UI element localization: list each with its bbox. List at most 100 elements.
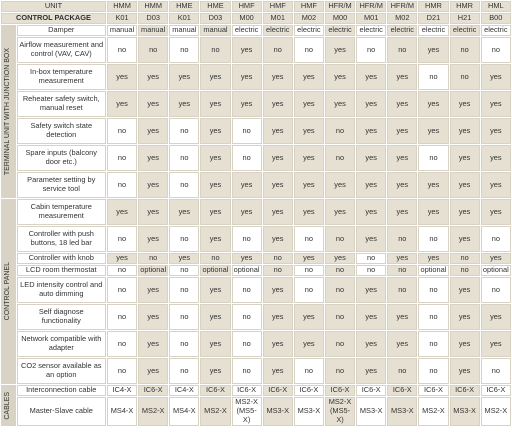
cell-value: yes bbox=[106, 199, 138, 225]
cell-value: no bbox=[324, 226, 356, 252]
cell-value: MS2-X bbox=[138, 397, 169, 426]
table-row: Controller with push buttons, 18 led bar… bbox=[1, 226, 511, 252]
cell-value: no bbox=[324, 277, 356, 303]
cell-value: yes bbox=[324, 91, 356, 117]
cell-value: electric bbox=[480, 25, 511, 36]
cell-value: yes bbox=[231, 199, 262, 225]
cell-value: no bbox=[231, 226, 262, 252]
cell-value: yes bbox=[138, 358, 169, 384]
cell-value: no bbox=[293, 358, 324, 384]
cell-value: yes bbox=[262, 226, 293, 252]
cell-value: manual bbox=[106, 25, 138, 36]
cell-value: yes bbox=[169, 199, 200, 225]
cell-value: yes bbox=[356, 358, 387, 384]
cell-value: MS2-X (MS5-X) bbox=[324, 397, 356, 426]
cell-value: yes bbox=[387, 172, 418, 198]
unit-name: HME bbox=[200, 1, 231, 12]
cell-value: yes bbox=[200, 304, 231, 330]
package-code: K01 bbox=[106, 13, 138, 24]
cell-value: optional bbox=[231, 265, 262, 276]
cell-value: no bbox=[324, 118, 356, 144]
row-label: In-box temperature measurement bbox=[16, 64, 106, 90]
cell-value: IC6-X bbox=[262, 385, 293, 396]
cell-value: yes bbox=[418, 253, 449, 264]
cell-value: yes bbox=[262, 331, 293, 357]
cell-value: no bbox=[387, 358, 418, 384]
cell-value: no bbox=[231, 358, 262, 384]
cell-value: yes bbox=[356, 277, 387, 303]
cell-value: no bbox=[262, 265, 293, 276]
cell-value: no bbox=[324, 265, 356, 276]
cell-value: no bbox=[200, 37, 231, 63]
cell-value: no bbox=[293, 277, 324, 303]
cell-value: no bbox=[480, 226, 511, 252]
cell-value: no bbox=[387, 277, 418, 303]
cell-value: no bbox=[106, 358, 138, 384]
table-row: Safety switch state detection no yes no yes n… bbox=[1, 118, 511, 144]
row-label: Damper bbox=[16, 25, 106, 36]
cell-value: no bbox=[169, 265, 200, 276]
cell-value: no bbox=[293, 226, 324, 252]
table-row: Parameter setting by service tool no yes no… bbox=[1, 172, 511, 198]
table-row: TERMINAL UNIT WITH JUNCTION BOX Damper man… bbox=[1, 25, 511, 198]
row-label: Controller with knob bbox=[16, 253, 106, 264]
cell-value: yes bbox=[262, 358, 293, 384]
row-label: Reheater safety switch, manual reset bbox=[16, 91, 106, 117]
cell-value: yes bbox=[387, 91, 418, 117]
table-row: CONTROL PANEL Cabin temperature measureme… bbox=[1, 199, 511, 384]
cell-value: MS3-X bbox=[262, 397, 293, 426]
cell-value: no bbox=[231, 277, 262, 303]
cell-value: yes bbox=[293, 91, 324, 117]
package-code: D21 bbox=[418, 13, 449, 24]
cell-value: yes bbox=[356, 304, 387, 330]
cell-value: IC6-X bbox=[138, 385, 169, 396]
cell-value: MS2-X bbox=[480, 397, 511, 426]
cell-value: yes bbox=[418, 37, 449, 63]
cell-value: yes bbox=[262, 118, 293, 144]
unit-label: UNIT bbox=[1, 1, 106, 12]
cell-value: IC6-X bbox=[480, 385, 511, 396]
cell-value: yes bbox=[480, 331, 511, 357]
cell-value: yes bbox=[138, 172, 169, 198]
cell-value: no bbox=[106, 277, 138, 303]
cell-value: yes bbox=[138, 331, 169, 357]
cell-value: yes bbox=[480, 172, 511, 198]
cell-value: IC6-X bbox=[418, 385, 449, 396]
cell-value: IC6-X bbox=[356, 385, 387, 396]
cell-value: no bbox=[169, 118, 200, 144]
cell-value: no bbox=[231, 118, 262, 144]
cell-value: electric bbox=[418, 25, 449, 36]
cell-value: manual bbox=[169, 25, 200, 36]
cell-value: yes bbox=[324, 253, 356, 264]
cell-value: no bbox=[293, 265, 324, 276]
row-label: CO2 sensor available as an option bbox=[16, 358, 106, 384]
table-row: CABLES Interconnection cable IC4-X IC6-X IC4… bbox=[1, 385, 511, 426]
cell-value: yes bbox=[387, 118, 418, 144]
row-label: Parameter setting by service tool bbox=[16, 172, 106, 198]
unit-name: HMM bbox=[106, 1, 138, 12]
cell-value: no bbox=[138, 37, 169, 63]
cell-value: yes bbox=[200, 226, 231, 252]
cell-value: no bbox=[231, 331, 262, 357]
cell-value: yes bbox=[138, 91, 169, 117]
cell-value: IC6-X bbox=[293, 385, 324, 396]
cell-value: no bbox=[356, 253, 387, 264]
cell-value: yes bbox=[262, 277, 293, 303]
cell-value: yes bbox=[356, 199, 387, 225]
cell-value: yes bbox=[231, 37, 262, 63]
unit-name: HFR/M bbox=[387, 1, 418, 12]
cell-value: no bbox=[106, 37, 138, 63]
cell-value: yes bbox=[200, 199, 231, 225]
cell-value: yes bbox=[262, 145, 293, 171]
package-row: CONTROL PACKAGE K01 D03 K01 D03 M00 M01 M02 M00 M… bbox=[1, 13, 511, 24]
cell-value: no bbox=[169, 331, 200, 357]
cell-value: yes bbox=[262, 304, 293, 330]
package-code: M00 bbox=[324, 13, 356, 24]
cell-value: no bbox=[418, 277, 449, 303]
cell-value: no bbox=[106, 226, 138, 252]
cell-value: yes bbox=[200, 172, 231, 198]
cell-value: no bbox=[449, 253, 480, 264]
unit-name: HMF bbox=[262, 1, 293, 12]
cell-value: yes bbox=[293, 118, 324, 144]
cell-value: yes bbox=[449, 145, 480, 171]
